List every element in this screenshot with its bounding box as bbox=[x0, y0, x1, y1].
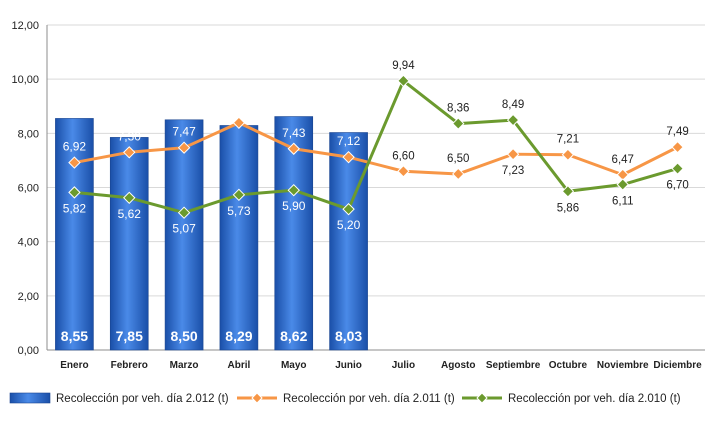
bar-value-label: 7,85 bbox=[116, 328, 143, 344]
bar-value-label: 8,62 bbox=[280, 328, 307, 344]
series-2011-point bbox=[561, 148, 575, 161]
legend-label-2010: Recolección por veh. día 2.010 (t) bbox=[508, 393, 681, 405]
y-tick-label: 10,00 bbox=[11, 74, 39, 86]
y-tick-label: 8,00 bbox=[18, 128, 39, 140]
data-labels: 8,55 7,85 8,50 8,29 8,62 8,03 6,92 7,30 7,47 8,39… bbox=[61, 60, 689, 344]
series-2010-value-label: 9,94 bbox=[392, 60, 415, 72]
bar bbox=[109, 137, 149, 351]
gridlines bbox=[47, 24, 705, 297]
y-tick-label: 6,00 bbox=[18, 183, 39, 195]
x-tick-label: Junio bbox=[335, 360, 362, 371]
series-2010-point bbox=[506, 113, 520, 127]
series-2010-point bbox=[177, 206, 191, 219]
series-2011-line bbox=[74, 121, 679, 177]
series-2011-value-label: 7,30 bbox=[118, 129, 142, 143]
series-2011-point bbox=[671, 140, 684, 154]
series-2010-value-label: 5,86 bbox=[557, 202, 579, 214]
series-2010-point bbox=[123, 191, 136, 204]
series-2011-point bbox=[342, 150, 355, 164]
x-tick-label: Febrero bbox=[111, 360, 148, 371]
series-2010-value-label: 5,07 bbox=[172, 222, 196, 236]
bar-value-label: 8,55 bbox=[61, 328, 88, 344]
bar bbox=[274, 116, 314, 351]
series-2011-point bbox=[287, 142, 300, 155]
bar-value-label: 8,03 bbox=[335, 328, 362, 344]
series-2010-point bbox=[397, 74, 410, 87]
x-tick-label: Julio bbox=[392, 360, 415, 371]
series-2010-point bbox=[68, 186, 81, 199]
series-2010-line bbox=[74, 79, 679, 215]
x-axis: Enero Febrero Marzo Abril Mayo Junio Julio Agos… bbox=[47, 349, 705, 371]
series-2010-value-label: 8,36 bbox=[447, 103, 469, 115]
series-2011-value-label: 6,50 bbox=[447, 153, 469, 165]
series-2010-value-label: 5,90 bbox=[282, 199, 306, 213]
series-2010-point bbox=[561, 185, 575, 198]
x-tick-label: Marzo bbox=[170, 360, 199, 371]
series-2011-point bbox=[506, 147, 520, 161]
x-tick-label: Enero bbox=[60, 360, 88, 371]
series-2011-point bbox=[68, 156, 81, 169]
bar-value-label: 8,29 bbox=[225, 328, 252, 344]
series-2011-value-label: 6,60 bbox=[392, 150, 414, 162]
series-2010-point bbox=[671, 162, 684, 175]
x-tick-label: Octubre bbox=[549, 360, 588, 371]
series-2011-value-label: 7,12 bbox=[337, 134, 361, 148]
series-2010-point bbox=[287, 184, 300, 197]
y-tick-label: 0,00 bbox=[18, 345, 39, 357]
series-2011-value-label: 6,47 bbox=[612, 154, 634, 166]
series-2011-value-label: 7,43 bbox=[282, 126, 306, 140]
series-2011-value-label: 7,21 bbox=[557, 134, 579, 146]
series-2010-value-label: 5,62 bbox=[118, 207, 142, 221]
bar bbox=[219, 125, 259, 351]
y-tick-label: 12,00 bbox=[11, 20, 39, 32]
x-tick-label: Agosto bbox=[441, 360, 475, 371]
line-series bbox=[68, 74, 684, 219]
x-tick-label: Abril bbox=[228, 360, 251, 371]
series-2011-value-label: 7,47 bbox=[172, 125, 196, 139]
series-2011-value-label: 8,39 bbox=[227, 100, 251, 114]
series-2011-value-label: 7,49 bbox=[666, 126, 688, 138]
x-tick-label: Mayo bbox=[281, 360, 307, 371]
series-2011-value-label: 7,23 bbox=[502, 165, 524, 177]
series-2010-point bbox=[616, 178, 629, 191]
legend-label-2011: Recolección por veh. día 2.011 (t) bbox=[283, 393, 455, 405]
legend-label-2012: Recolección por veh. día 2.012 (t) bbox=[56, 393, 229, 405]
series-2011-point bbox=[397, 165, 410, 178]
legend-marker-2011 bbox=[251, 392, 263, 404]
series-2010-point bbox=[232, 188, 246, 202]
legend-marker-2010 bbox=[476, 392, 488, 404]
series-2011-point bbox=[177, 141, 191, 154]
series-2011-point bbox=[123, 146, 136, 159]
x-tick-label: Noviembre bbox=[597, 360, 649, 371]
bar-value-label: 8,50 bbox=[170, 328, 197, 344]
x-tick-label: Diciembre bbox=[653, 360, 702, 371]
series-2011-point bbox=[452, 167, 465, 181]
series-2010-value-label: 8,49 bbox=[502, 99, 524, 111]
series-2010-value-label: 6,70 bbox=[666, 180, 688, 192]
y-tick-label: 4,00 bbox=[18, 237, 39, 249]
series-2010-point bbox=[342, 202, 355, 216]
series-2011-point bbox=[232, 116, 246, 129]
bar bbox=[164, 119, 204, 351]
bar bbox=[329, 132, 368, 351]
series-2011-value-label: 6,92 bbox=[63, 140, 87, 154]
series-2010-value-label: 6,11 bbox=[612, 196, 634, 208]
series-2010-value-label: 5,73 bbox=[227, 204, 251, 218]
series-2010-value-label: 5,82 bbox=[63, 201, 87, 215]
legend-swatch-2012 bbox=[9, 392, 51, 404]
bar-series bbox=[55, 116, 368, 351]
series-2010-point bbox=[452, 117, 465, 130]
legend: Recolección por veh. día 2.012 (t) Recole… bbox=[9, 392, 681, 405]
y-tick-label: 2,00 bbox=[18, 291, 39, 303]
x-tick-label: Septiembre bbox=[486, 360, 541, 371]
y-axis: 0,00 2,00 4,00 6,00 8,00 10,00 12,00 bbox=[11, 20, 48, 357]
series-2010-value-label: 5,20 bbox=[337, 218, 361, 232]
